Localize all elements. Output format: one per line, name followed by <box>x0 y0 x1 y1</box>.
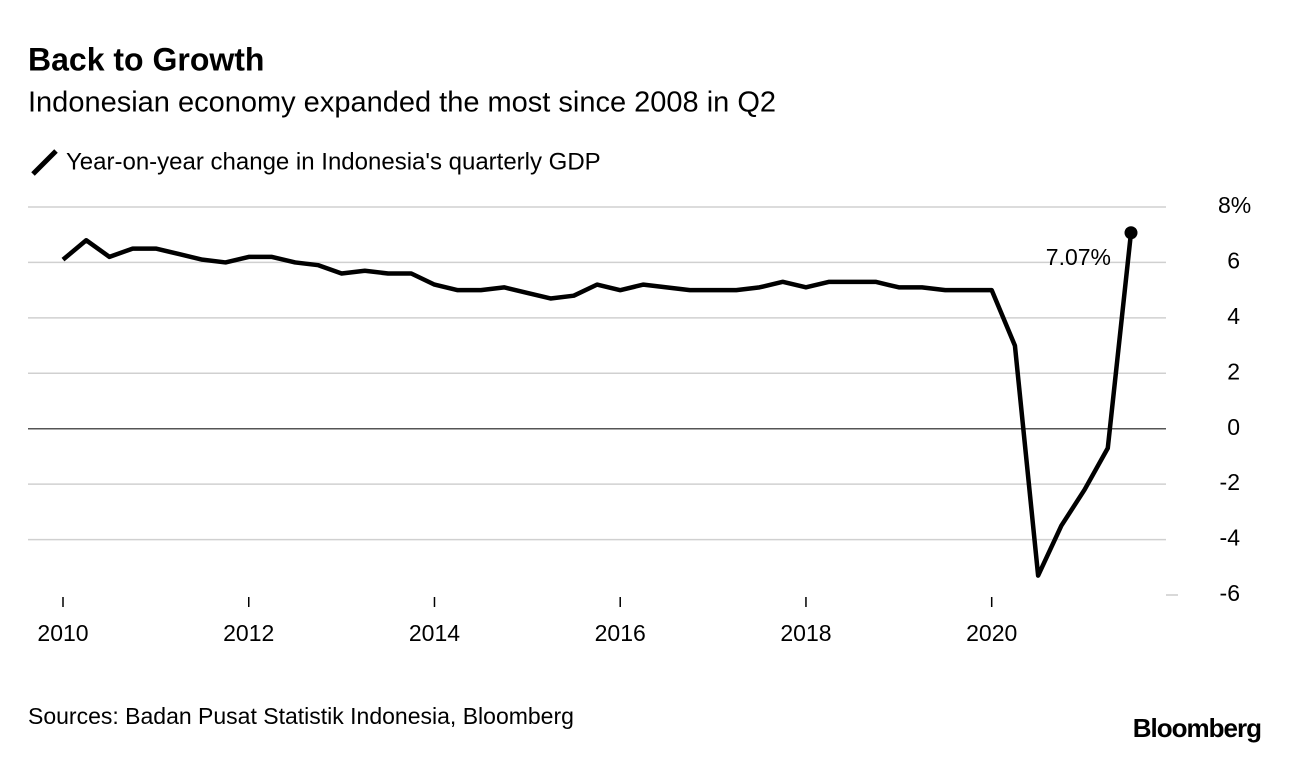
x-tick-label: 2016 <box>595 620 646 646</box>
chart-title: Back to Growth <box>28 41 264 77</box>
x-tick-label: 2020 <box>966 620 1017 646</box>
line-series <box>61 232 1134 578</box>
y-tick-label: -4 <box>1220 525 1241 551</box>
brand-logo: Bloomberg <box>1133 713 1261 743</box>
legend-swatch <box>31 149 58 176</box>
y-tick-label: -2 <box>1220 469 1240 495</box>
y-tick-label: 2 <box>1227 358 1240 384</box>
y-tick-label: -6 <box>1220 580 1240 606</box>
y-tick-label: 6 <box>1227 248 1240 274</box>
source: Sources: Badan Pusat Statistik Indonesia… <box>28 703 574 729</box>
chart-subtitle: Indonesian economy expanded the most sin… <box>28 87 776 119</box>
legend-label: Year-on-year change in Indonesia's quart… <box>66 148 601 175</box>
y-tick-label: 4 <box>1227 303 1240 329</box>
end-point <box>1124 226 1138 240</box>
data-label: 7.07% <box>1046 244 1111 270</box>
y-tick-label: 8% <box>1218 192 1251 218</box>
x-tick-label: 2018 <box>780 620 831 646</box>
x-tick-label: 2014 <box>409 620 460 646</box>
x-tick-label: 2012 <box>223 620 274 646</box>
y-tick-label: 0 <box>1227 414 1240 440</box>
x-tick-label: 2010 <box>37 620 88 646</box>
